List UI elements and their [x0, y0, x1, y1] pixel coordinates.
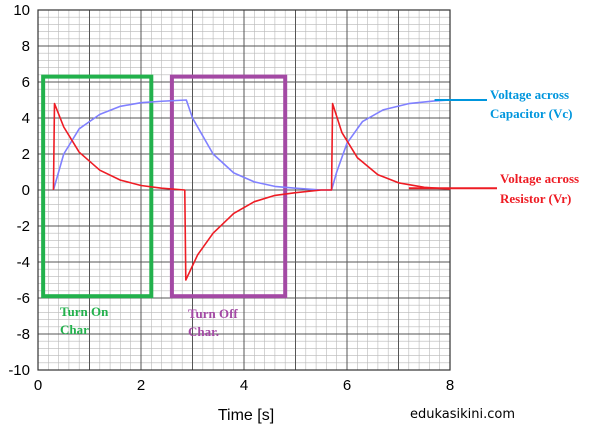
series-vr-line — [52, 102, 451, 281]
y-tick-label: 4 — [22, 110, 30, 127]
turn-on-label: Turn On Char — [60, 304, 112, 337]
series-vc-line — [52, 99, 451, 191]
x-axis-label: Time [s] — [218, 407, 274, 424]
callout-lines — [408, 99, 497, 190]
turn-off-box — [169, 74, 288, 299]
y-tick-label: 8 — [22, 38, 30, 55]
turn-off-label: Turn Off Char. — [188, 306, 241, 339]
x-tick-label: 2 — [137, 377, 145, 394]
vc-label: Voltage across Capacitor (Vc) — [490, 87, 572, 121]
x-tick-label: 4 — [240, 377, 248, 394]
y-tick-label: 0 — [22, 182, 30, 199]
y-tick-label: -8 — [17, 326, 30, 343]
x-tick-label: 0 — [34, 377, 42, 394]
turn-on-box — [41, 74, 154, 299]
plot-frame — [37, 9, 451, 371]
y-tick-label: -6 — [17, 290, 30, 307]
y-tick-label: -2 — [17, 218, 30, 235]
y-tick-label: 2 — [22, 146, 30, 163]
watermark: edukasikini.com — [410, 407, 515, 422]
y-tick-label: 10 — [13, 2, 30, 19]
x-tick-label: 6 — [343, 377, 351, 394]
series-lines — [52, 99, 451, 281]
y-tick-label: -4 — [17, 254, 30, 271]
y-tick-label: -10 — [8, 362, 30, 379]
vr-label: Voltage across Resistor (Vr) — [500, 171, 582, 206]
x-tick-label: 8 — [446, 377, 454, 394]
y-tick-label: 6 — [22, 74, 30, 91]
